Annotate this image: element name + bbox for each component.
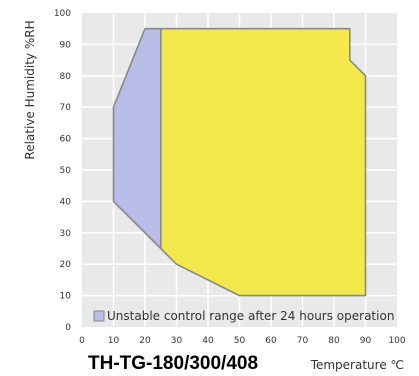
- y-tick-label: 0: [65, 323, 71, 333]
- unstable-range-region: [112, 27, 162, 250]
- chart-regions: [112, 27, 367, 297]
- x-tick-label: 20: [139, 336, 151, 346]
- x-tick-label: 90: [360, 336, 372, 346]
- x-tick-label: 80: [328, 336, 340, 346]
- x-tick-label: 0: [79, 336, 85, 346]
- control-range-region: [160, 27, 367, 297]
- x-tick-label: 50: [234, 336, 246, 346]
- y-tick-label: 30: [60, 229, 72, 239]
- y-tick-label: 60: [60, 135, 72, 145]
- y-tick-label: 20: [60, 260, 72, 270]
- legend-label: Unstable control range after 24 hours op…: [107, 309, 394, 323]
- x-axis-label: Temperature ℃: [310, 358, 404, 372]
- x-tick-label: 60: [265, 336, 277, 346]
- y-tick-label: 40: [60, 197, 72, 207]
- y-tick-label: 50: [60, 166, 72, 176]
- chart-title: TH-TG-180/300/408: [88, 353, 258, 374]
- x-tick-labels: 0 10 20 30 40 50 60 70 80 90 100: [79, 336, 406, 346]
- legend: Unstable control range after 24 hours op…: [93, 309, 394, 323]
- y-tick-labels: 0 10 20 30 40 50 60 70 80 90 100: [54, 9, 71, 333]
- y-tick-label: 90: [60, 40, 72, 50]
- legend-swatch: [93, 310, 105, 322]
- y-tick-label: 10: [60, 292, 72, 302]
- y-tick-label: 100: [54, 9, 71, 19]
- x-tick-label: 70: [297, 336, 309, 346]
- x-tick-label: 30: [171, 336, 183, 346]
- y-tick-label: 80: [60, 72, 72, 82]
- y-tick-label: 70: [60, 103, 72, 113]
- x-tick-label: 40: [202, 336, 214, 346]
- x-tick-label: 10: [108, 336, 120, 346]
- x-tick-label: 100: [388, 336, 405, 346]
- y-axis-label: Relative Humidity %RH: [23, 20, 37, 159]
